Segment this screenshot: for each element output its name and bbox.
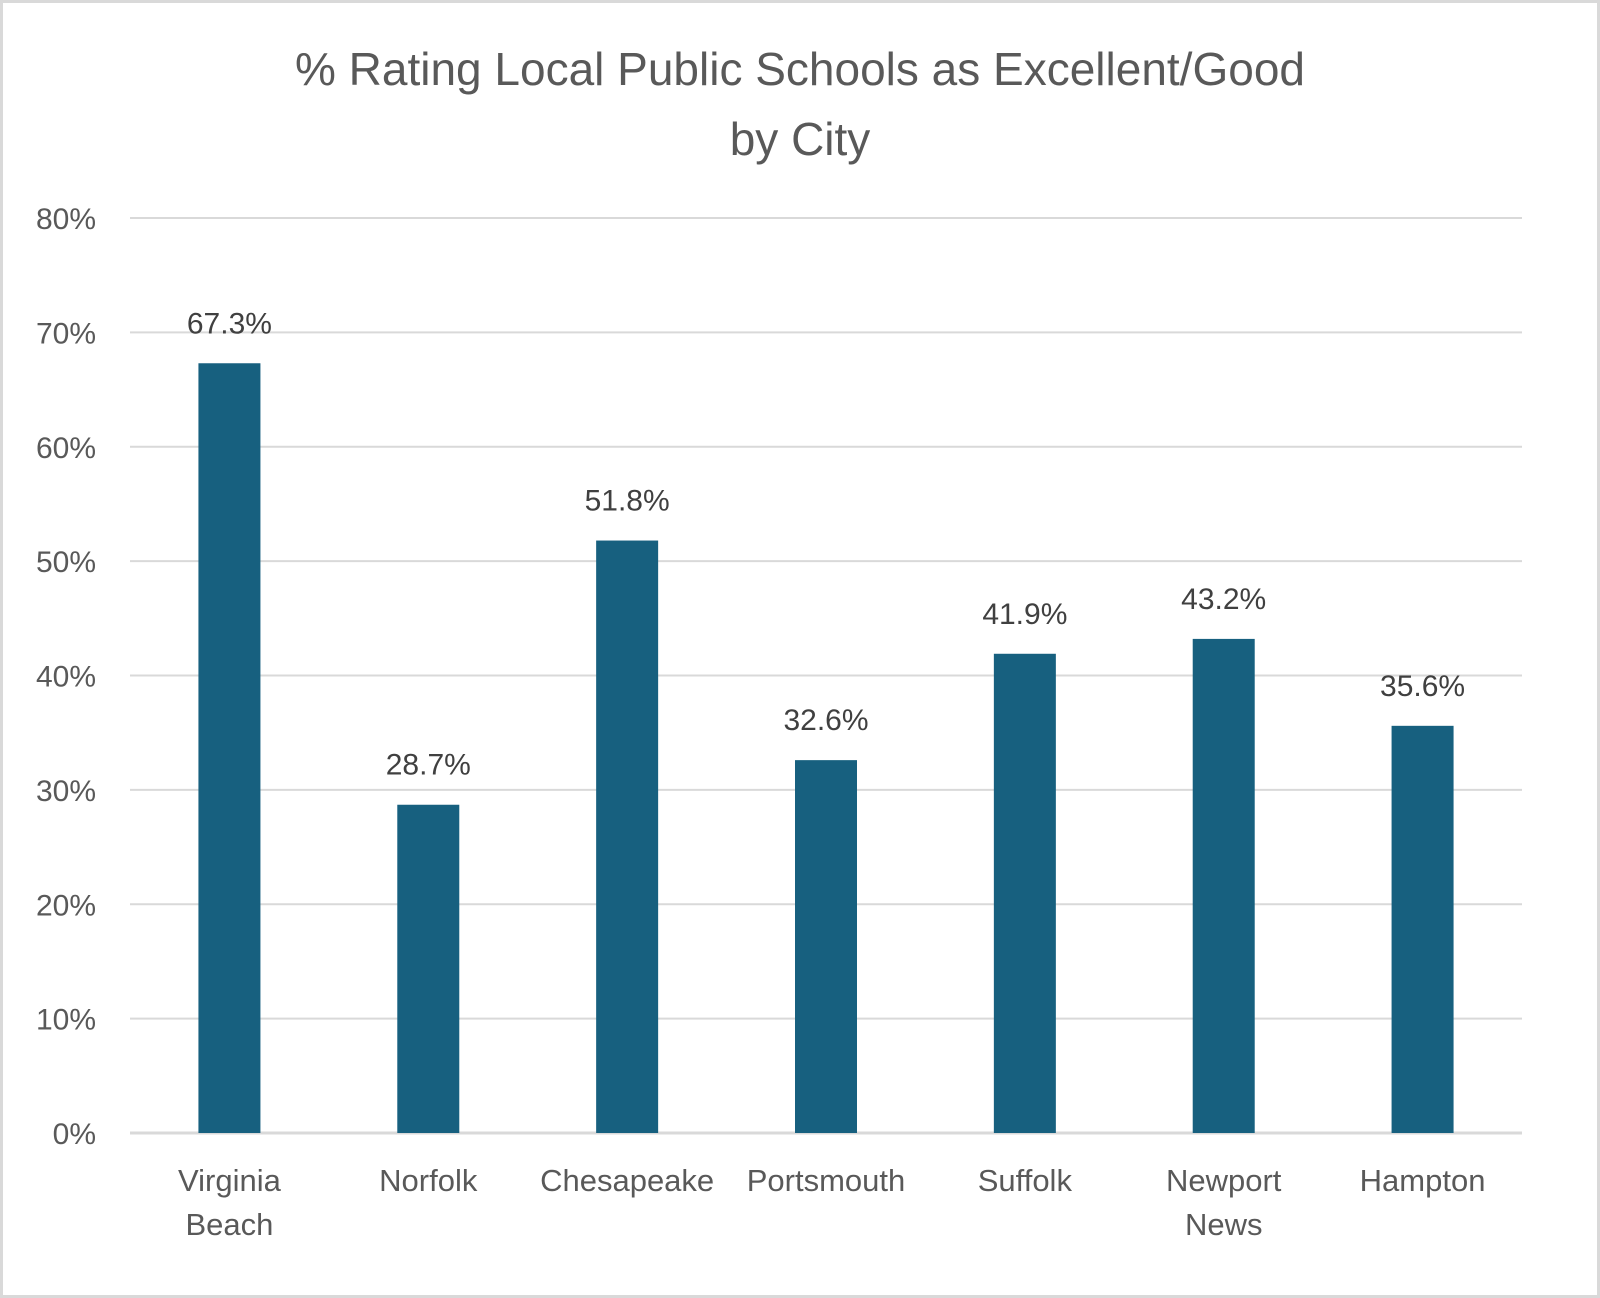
bar-chesapeake (596, 540, 659, 1133)
y-tick-label: 70% (36, 317, 96, 350)
y-tick-label: 60% (36, 432, 96, 465)
data-label: 28.7% (386, 749, 471, 782)
x-tick-label: Newport (1166, 1163, 1282, 1198)
data-labels: 67.3% 28.7% 51.8% 32.6% 41.9% 43.2% 35.6% (187, 307, 1465, 781)
x-axis: Virginia Beach Norfolk Chesapeake Portsmouth… (178, 1163, 1485, 1242)
data-label: 41.9% (982, 598, 1067, 631)
y-axis: 0% 10% 20% 30% 40% 50% 60% 70% 80% (36, 203, 96, 1151)
data-label: 43.2% (1181, 583, 1266, 616)
y-tick-label: 30% (36, 775, 96, 808)
bar-newport-news (1192, 638, 1255, 1133)
chart-title-line-1: % Rating Local Public Schools as Excelle… (294, 43, 1305, 95)
x-tick-label: Portsmouth (747, 1163, 906, 1198)
bar-virginia-beach (198, 363, 261, 1134)
chart-title-line-2: by City (729, 113, 871, 165)
y-tick-label: 40% (36, 661, 96, 694)
data-label: 51.8% (585, 485, 670, 518)
data-label: 35.6% (1380, 670, 1465, 703)
x-tick-label: Virginia (178, 1163, 282, 1198)
y-tick-label: 50% (36, 546, 96, 579)
x-tick-label: Norfolk (379, 1163, 478, 1198)
x-tick-label: Suffolk (978, 1163, 1073, 1198)
x-tick-label: Hampton (1360, 1163, 1486, 1198)
x-tick-label: Beach (185, 1207, 273, 1242)
x-tick-label: News (1185, 1207, 1263, 1242)
y-tick-label: 10% (36, 1004, 96, 1037)
data-label: 67.3% (187, 307, 272, 340)
x-tick-label: Chesapeake (540, 1163, 714, 1198)
bar-norfolk (397, 804, 460, 1133)
y-tick-label: 20% (36, 889, 96, 922)
bar-hampton (1391, 725, 1454, 1133)
data-label: 32.6% (783, 704, 868, 737)
chart-title: % Rating Local Public Schools as Excelle… (0, 34, 1600, 174)
bar-portsmouth (795, 760, 857, 1133)
bar-suffolk (993, 653, 1056, 1133)
y-tick-label: 80% (36, 203, 96, 236)
bars (198, 363, 1454, 1134)
y-tick-label: 0% (53, 1118, 96, 1151)
